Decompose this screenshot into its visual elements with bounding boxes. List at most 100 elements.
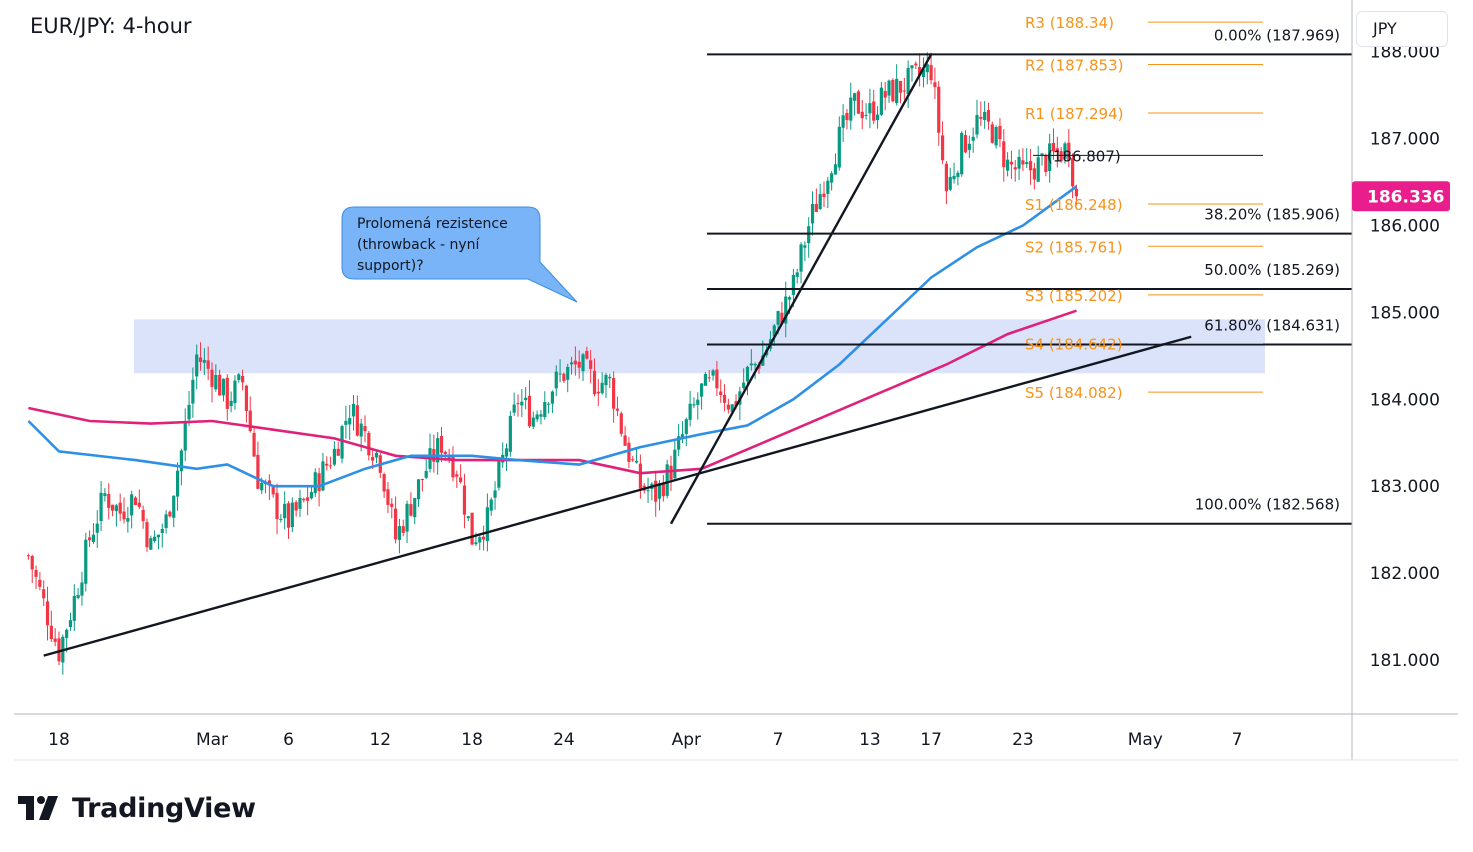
candle-body xyxy=(856,91,861,114)
candle-body xyxy=(673,449,677,479)
x-tick-label-8: 13 xyxy=(859,730,881,750)
pivot-label-3: (186.807) xyxy=(1047,147,1121,165)
candle-body xyxy=(317,473,321,492)
candle-body xyxy=(290,502,294,528)
candle-body xyxy=(447,456,451,460)
candle-body xyxy=(960,132,964,175)
candle-body xyxy=(386,489,390,505)
candle-body xyxy=(776,311,780,325)
candle-body xyxy=(191,379,195,404)
candle-body xyxy=(321,461,325,491)
candle-body xyxy=(696,399,700,405)
candle-body xyxy=(409,504,413,516)
candle-body xyxy=(1051,142,1056,152)
candle-body xyxy=(860,111,864,119)
candle-body xyxy=(382,474,386,492)
candle-body xyxy=(99,492,103,522)
candle-body xyxy=(891,79,895,102)
candle-body xyxy=(1059,151,1063,162)
candle-body xyxy=(348,418,352,425)
candle-body xyxy=(126,518,130,522)
support-trendline xyxy=(43,335,1192,657)
candle-body xyxy=(983,111,987,121)
moving-average-fast-line xyxy=(27,185,1078,488)
candle-body xyxy=(875,114,880,121)
candle-body xyxy=(76,595,80,598)
candle-body xyxy=(944,163,948,192)
candle-body xyxy=(986,110,991,122)
y-tick-label-3: 184.000 xyxy=(1370,390,1440,410)
tradingview-brand[interactable]: TradingView xyxy=(18,788,256,828)
candle-body xyxy=(26,555,30,557)
candle-body xyxy=(1028,161,1033,171)
candle-body xyxy=(443,451,447,454)
candle-body xyxy=(539,414,543,417)
price-axis[interactable]: 181.000 182.000 183.000 184.000 185.000 186.0… xyxy=(1370,43,1440,671)
annotation-callout[interactable]: Prolomená rezistence (throwback - nyní s… xyxy=(341,206,578,303)
candle-body xyxy=(1044,155,1048,173)
candle-body xyxy=(279,519,283,521)
candle-body xyxy=(933,82,937,88)
time-axis[interactable]: 18 Mar 6 12 18 24 Apr 7 13 17 23 May 7 xyxy=(48,730,1242,750)
candle-body xyxy=(925,64,929,73)
candle-body xyxy=(566,366,570,380)
candle-body xyxy=(336,448,340,456)
candle-body xyxy=(1074,188,1079,197)
candle-body xyxy=(665,464,669,496)
candle-body xyxy=(730,404,734,413)
candle-body xyxy=(344,420,348,425)
candle-body xyxy=(822,193,826,198)
candle-body xyxy=(371,457,375,461)
x-tick-label-2: 6 xyxy=(283,730,294,750)
candle-body xyxy=(34,570,38,577)
currency-unit-button[interactable]: JPY xyxy=(1356,11,1448,47)
candle-body xyxy=(929,65,933,81)
candle-body xyxy=(547,403,551,405)
candle-body xyxy=(122,511,126,520)
candle-body xyxy=(1006,159,1010,171)
last-price-label: 186.336 xyxy=(1352,181,1450,212)
candle-body xyxy=(489,499,493,511)
candle-body xyxy=(133,497,138,505)
candle-body xyxy=(726,404,730,410)
candle-body xyxy=(252,432,256,457)
candle-body xyxy=(868,103,872,114)
candle-body xyxy=(462,485,467,515)
candle-body xyxy=(657,482,662,499)
x-tick-label-9: 17 xyxy=(920,730,942,750)
candle-body xyxy=(65,629,69,638)
candle-body xyxy=(749,363,753,366)
candle-body xyxy=(1021,160,1025,165)
candle-body xyxy=(887,80,891,96)
candle-body xyxy=(1063,143,1067,159)
candle-body xyxy=(772,325,776,337)
candle-body xyxy=(554,371,558,389)
candle-body xyxy=(722,394,727,403)
chart-title: EUR/JPY: 4-hour xyxy=(30,14,192,38)
annotation-line-1: Prolomená rezistence xyxy=(357,216,508,232)
candle-body xyxy=(1071,158,1075,187)
candle-body xyxy=(198,357,203,363)
trendlines-layer xyxy=(43,53,1192,657)
candle-body xyxy=(1009,161,1014,165)
candle-body xyxy=(872,101,876,121)
pivot-label-4: S1 (186.248) xyxy=(1025,196,1123,214)
candle-body xyxy=(153,536,157,542)
candle-body xyxy=(485,507,489,541)
candle-body xyxy=(883,91,887,98)
candle-body xyxy=(1048,143,1052,171)
candle-body xyxy=(967,143,971,150)
candle-body xyxy=(172,495,176,518)
candle-body xyxy=(233,380,237,404)
candle-body xyxy=(669,465,673,480)
candle-body xyxy=(114,505,118,512)
candle-body xyxy=(902,90,906,92)
candle-body xyxy=(535,414,539,420)
candle-body xyxy=(141,509,145,522)
resistance-zone xyxy=(134,319,1265,374)
candle-body xyxy=(302,498,306,501)
candle-body xyxy=(130,494,134,516)
fib-label-1: 38.20% (185.906) xyxy=(1204,206,1340,224)
candle-body xyxy=(210,369,214,387)
